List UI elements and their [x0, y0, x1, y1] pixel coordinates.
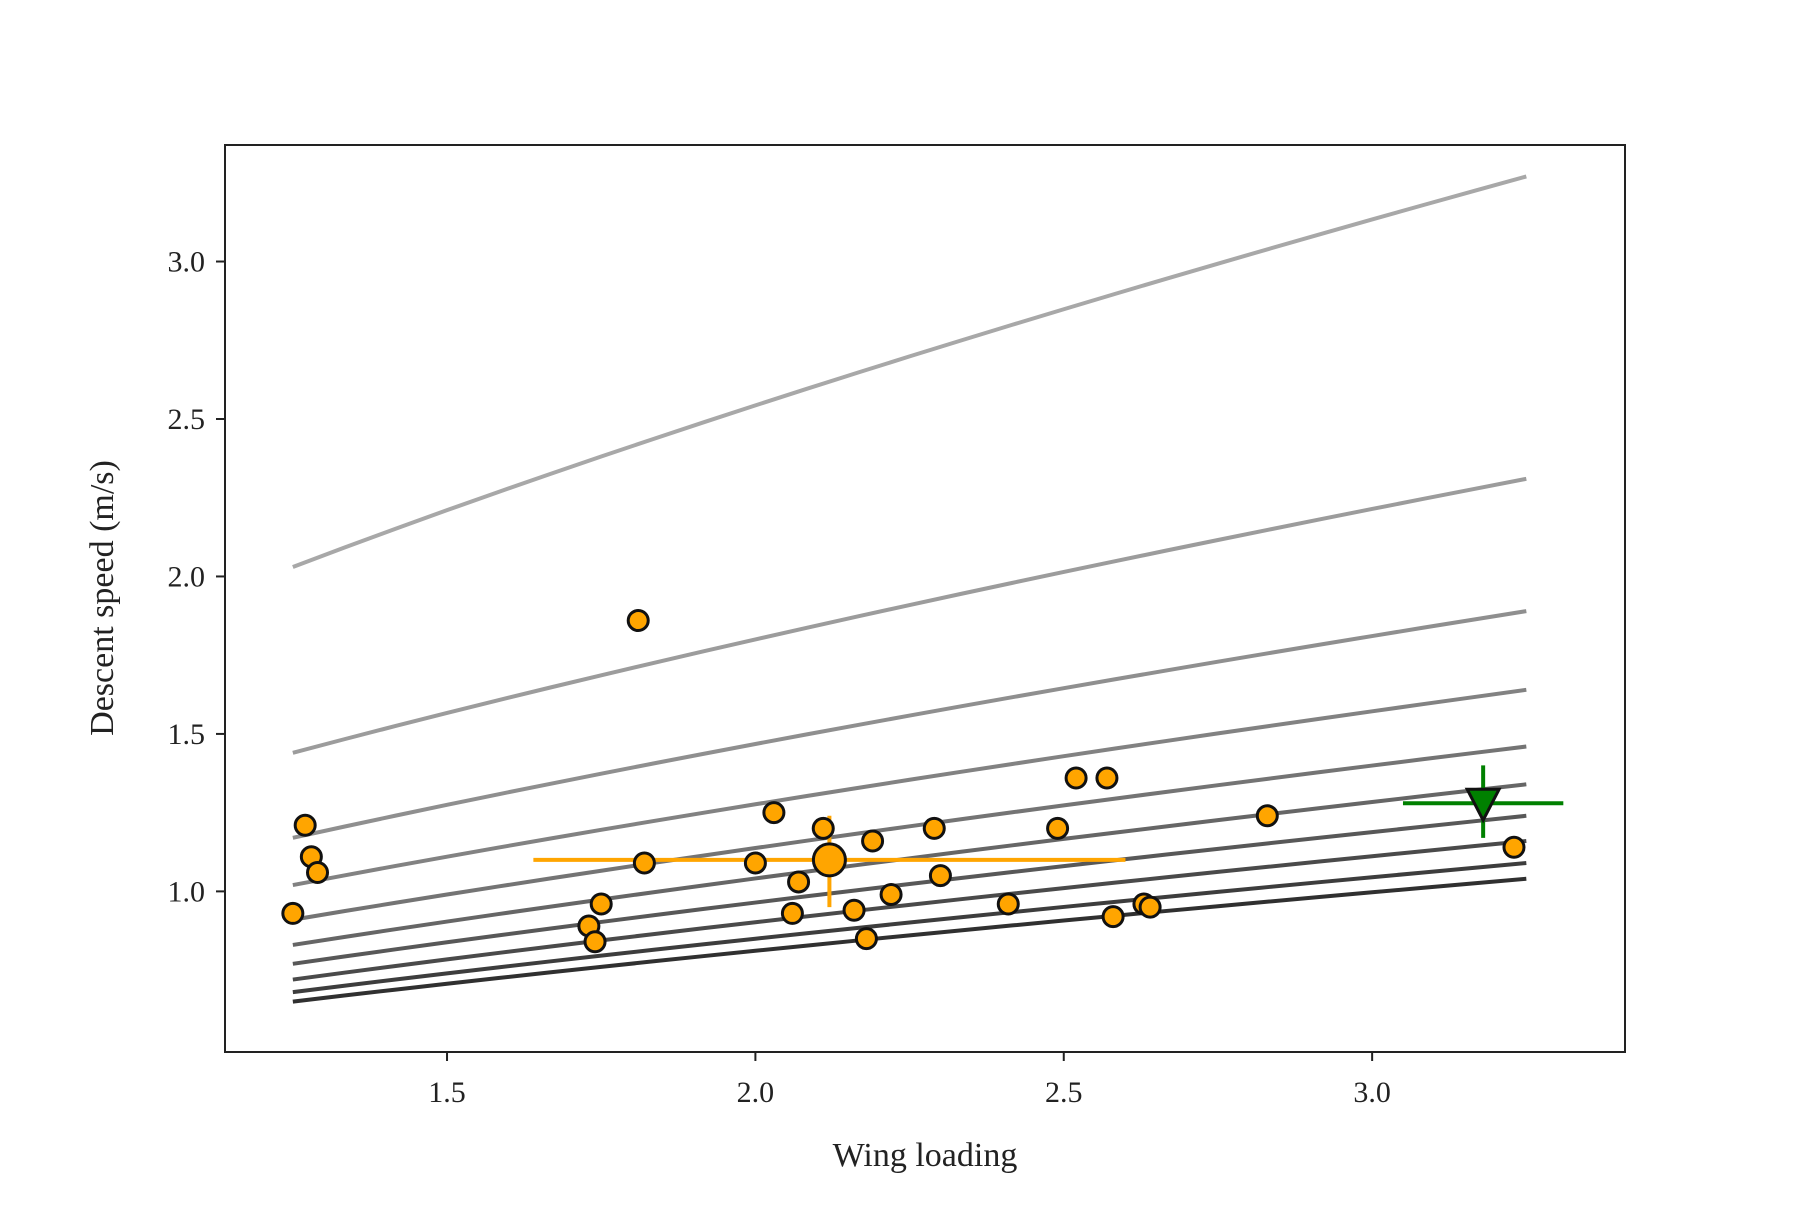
y-axis-label: Descent speed (m/s) [84, 460, 121, 736]
data-points [281, 609, 1526, 954]
x-tick-label: 3.0 [1353, 1076, 1391, 1109]
summary-markers [811, 787, 1502, 878]
model-curve-2 [292, 476, 1527, 755]
model-curve-7 [292, 813, 1527, 966]
model-curve-3 [292, 609, 1527, 840]
axes-frame [224, 144, 1626, 1053]
data-point [306, 860, 330, 884]
data-point [293, 813, 317, 837]
data-point [996, 892, 1020, 916]
x-axis-label: Wing loading [833, 1137, 1018, 1174]
data-point [1064, 766, 1088, 790]
model-curve-9 [292, 861, 1527, 995]
data-point [626, 609, 650, 633]
data-point [879, 883, 903, 907]
data-point [1046, 816, 1070, 840]
data-point [762, 801, 786, 825]
data-point [861, 829, 885, 853]
data-point [743, 851, 767, 875]
reference-point-marker [1464, 787, 1502, 824]
data-point [583, 930, 607, 954]
x-axis-ticks: 1.5 2.0 2.5 3.0 [428, 1052, 1391, 1109]
x-tick-label: 2.0 [737, 1076, 775, 1109]
data-point [281, 901, 305, 925]
data-point [780, 901, 804, 925]
data-point [1502, 835, 1526, 859]
plot-area [225, 145, 1625, 1052]
model-curve-1 [292, 174, 1527, 569]
data-point [922, 816, 946, 840]
data-point [811, 816, 835, 840]
y-tick-label: 2.5 [168, 403, 206, 436]
y-tick-label: 3.0 [168, 246, 206, 279]
model-curve-5 [292, 744, 1527, 922]
y-tick-label: 2.0 [168, 560, 206, 593]
data-point [632, 851, 656, 875]
model-curve-10 [292, 876, 1527, 1004]
data-point [1138, 895, 1162, 919]
model-curve-4 [292, 687, 1527, 888]
y-tick-label: 1.0 [168, 875, 206, 908]
data-point [1101, 905, 1125, 929]
y-tick-label: 1.5 [168, 718, 206, 751]
y-axis-ticks: 1.0 1.5 2.0 2.5 3.0 [168, 246, 225, 908]
data-point [928, 864, 952, 888]
data-point [842, 898, 866, 922]
mean-point-marker [811, 842, 847, 878]
x-tick-label: 1.5 [428, 1076, 466, 1109]
x-tick-label: 2.5 [1045, 1076, 1083, 1109]
data-point [589, 892, 613, 916]
model-curve-8 [292, 839, 1527, 982]
data-point [854, 927, 878, 951]
data-point [787, 870, 811, 894]
data-point [1255, 804, 1279, 828]
data-point [1095, 766, 1119, 790]
